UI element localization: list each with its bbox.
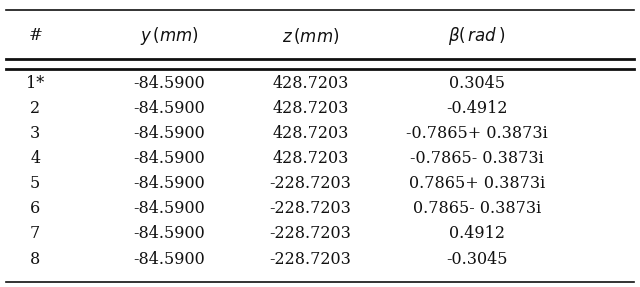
Text: -84.5900: -84.5900 [134, 150, 205, 167]
Text: $\beta(\,rad\,)$: $\beta(\,rad\,)$ [448, 25, 506, 47]
Text: $y\,(mm)$: $y\,(mm)$ [140, 25, 199, 47]
Text: $z\,(mm)$: $z\,(mm)$ [282, 26, 339, 46]
Text: 0.7865+ 0.3873i: 0.7865+ 0.3873i [409, 175, 545, 192]
Text: 2: 2 [30, 100, 40, 117]
Text: -228.7203: -228.7203 [269, 175, 351, 192]
Text: -0.7865+ 0.3873i: -0.7865+ 0.3873i [406, 125, 548, 142]
Text: -228.7203: -228.7203 [269, 251, 351, 267]
Text: 0.4912: 0.4912 [449, 225, 505, 243]
Text: -228.7203: -228.7203 [269, 225, 351, 243]
Text: 428.7203: 428.7203 [272, 125, 349, 142]
Text: 8: 8 [30, 251, 40, 267]
Text: -84.5900: -84.5900 [134, 75, 205, 92]
Text: -228.7203: -228.7203 [269, 200, 351, 217]
Text: -0.4912: -0.4912 [446, 100, 508, 117]
Text: 3: 3 [30, 125, 40, 142]
Text: #: # [28, 27, 42, 44]
Text: -84.5900: -84.5900 [134, 100, 205, 117]
Text: -0.7865- 0.3873i: -0.7865- 0.3873i [410, 150, 543, 167]
Text: 5: 5 [30, 175, 40, 192]
Text: 0.7865- 0.3873i: 0.7865- 0.3873i [413, 200, 541, 217]
Text: -0.3045: -0.3045 [446, 251, 508, 267]
Text: 6: 6 [30, 200, 40, 217]
Text: -84.5900: -84.5900 [134, 251, 205, 267]
Text: -84.5900: -84.5900 [134, 225, 205, 243]
Text: 0.3045: 0.3045 [449, 75, 505, 92]
Text: 428.7203: 428.7203 [272, 150, 349, 167]
Text: -84.5900: -84.5900 [134, 125, 205, 142]
Text: 1*: 1* [26, 75, 44, 92]
Text: -84.5900: -84.5900 [134, 200, 205, 217]
Text: 4: 4 [30, 150, 40, 167]
Text: 7: 7 [30, 225, 40, 243]
Text: 428.7203: 428.7203 [272, 75, 349, 92]
Text: 428.7203: 428.7203 [272, 100, 349, 117]
Text: -84.5900: -84.5900 [134, 175, 205, 192]
